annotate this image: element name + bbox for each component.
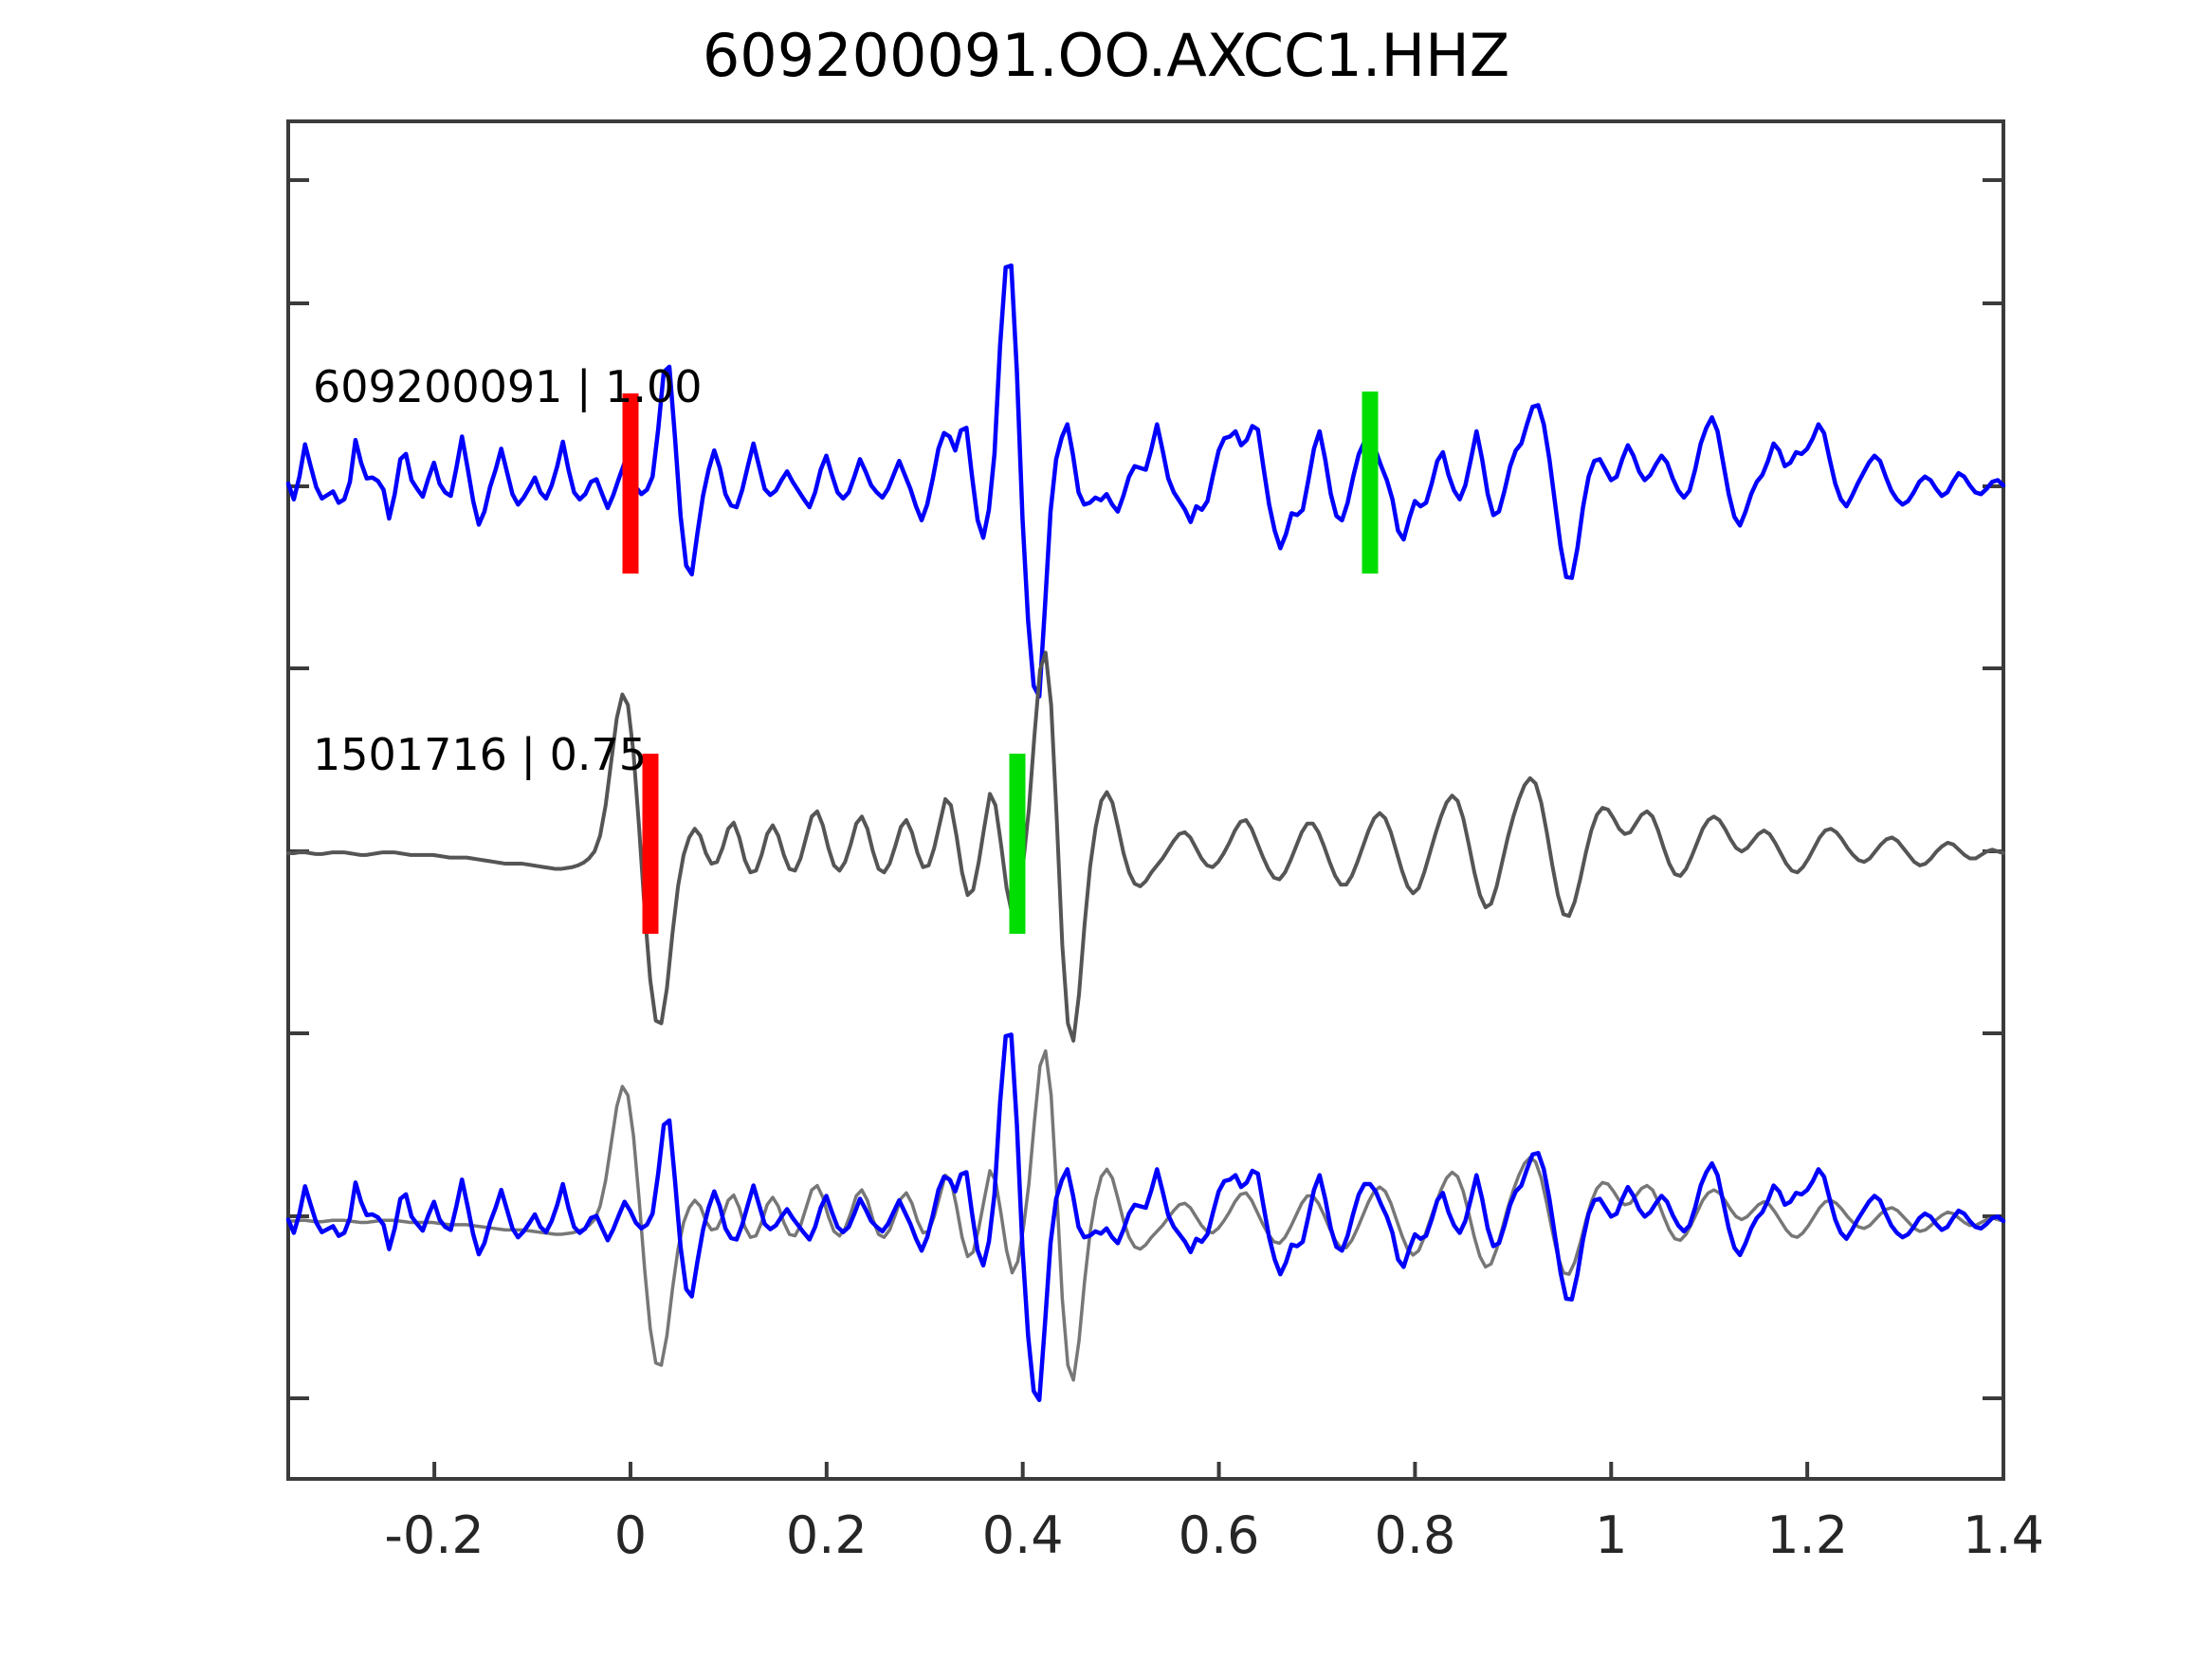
- phase-pick-markers: [622, 392, 1379, 934]
- x-tick-label: -0.2: [384, 1505, 484, 1565]
- waveform-template-panel: [285, 263, 2006, 699]
- page-title: 609200091.OO.AXCC1.HHZ: [702, 21, 1510, 90]
- x-tick-label: 0.6: [1179, 1505, 1260, 1565]
- x-tick-label: 1.2: [1766, 1505, 1848, 1565]
- trace-labels: 609200091 | 1.00 1501716 | 0.75: [313, 361, 703, 781]
- waveform-traces: [285, 263, 2006, 1403]
- x-tick-label: 1: [1595, 1505, 1627, 1565]
- x-tick-label: 0.2: [786, 1505, 868, 1565]
- x-tick-label: 0.8: [1374, 1505, 1455, 1565]
- x-tick-labels: -0.2 0 0.2 0.4 0.6 0.8 1 1.2 1.4: [384, 1505, 2044, 1565]
- waveform-detection-panel: [286, 650, 2005, 1043]
- trace-label: 609200091 | 1.00: [313, 361, 703, 413]
- x-tick-label: 0.4: [982, 1505, 1064, 1565]
- waveform-overlay-detection: [286, 1048, 2005, 1382]
- waveform-overlay-template: [285, 1032, 2006, 1403]
- x-tick-label: 1.4: [1963, 1505, 2044, 1565]
- plot-frame: [286, 119, 2005, 1481]
- x-tick-label: 0: [614, 1505, 647, 1565]
- x-axis-ticks: [432, 1462, 2005, 1479]
- trace-label: 1501716 | 0.75: [313, 729, 647, 781]
